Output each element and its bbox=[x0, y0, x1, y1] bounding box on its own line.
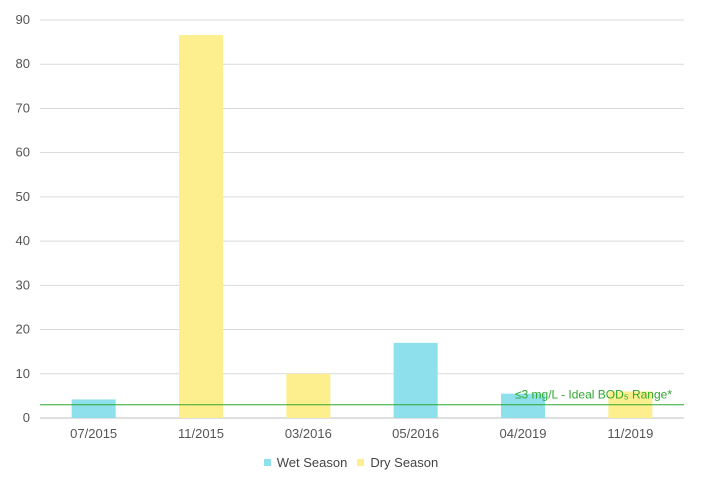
y-tick-label: 10 bbox=[16, 366, 30, 381]
legend-swatch-dry bbox=[357, 459, 365, 466]
y-tick-label: 20 bbox=[16, 322, 30, 337]
legend-item-dry[interactable]: Dry Season bbox=[357, 455, 438, 470]
legend: Wet Season Dry Season bbox=[0, 455, 702, 470]
legend-swatch-wet bbox=[263, 459, 271, 466]
x-tick-label: 05/2016 bbox=[392, 426, 439, 441]
x-tick-label: 07/2015 bbox=[70, 426, 117, 441]
y-tick-label: 50 bbox=[16, 189, 30, 204]
y-tick-label: 0 bbox=[23, 410, 30, 425]
legend-label-wet: Wet Season bbox=[276, 455, 348, 470]
y-tick-label: 80 bbox=[16, 56, 30, 71]
x-tick-label: 04/2019 bbox=[500, 426, 547, 441]
y-tick-label: 30 bbox=[16, 277, 30, 292]
gridlines bbox=[40, 19, 684, 419]
reference-line-label: ≤3 mg/L - Ideal BOD₅ Range* bbox=[515, 388, 672, 402]
y-tick-label: 90 bbox=[16, 12, 30, 27]
bar-11-2015[interactable] bbox=[179, 35, 223, 419]
bar-03-2016[interactable] bbox=[286, 373, 331, 418]
bar-05-2016[interactable] bbox=[393, 342, 438, 418]
y-tick-label: 70 bbox=[16, 100, 30, 115]
bars bbox=[71, 35, 653, 419]
x-axis: 07/2015 11/2015 03/2016 05/2016 04/2019 11/20… bbox=[70, 426, 653, 441]
legend-item-wet[interactable]: Wet Season bbox=[263, 455, 348, 470]
y-tick-label: 40 bbox=[16, 233, 30, 248]
bar-07-2015[interactable] bbox=[71, 399, 116, 418]
y-tick-label: 60 bbox=[16, 145, 30, 160]
legend-label-dry: Dry Season bbox=[370, 455, 439, 470]
reference-line-group: ≤3 mg/L - Ideal BOD₅ Range* bbox=[40, 388, 684, 406]
x-tick-label: 03/2016 bbox=[285, 426, 332, 441]
x-tick-label: 11/2015 bbox=[178, 426, 224, 441]
x-tick-label: 11/2019 bbox=[607, 426, 653, 441]
y-axis: 0 10 20 30 40 50 60 70 80 90 bbox=[16, 12, 30, 425]
bar-04-2019[interactable] bbox=[501, 393, 545, 418]
